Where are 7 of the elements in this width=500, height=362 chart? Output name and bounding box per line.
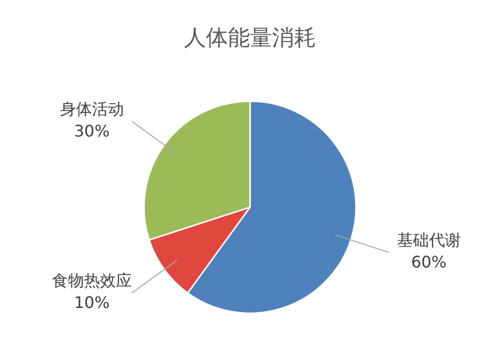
data-label: 10% [74,293,110,312]
data-label: 60% [411,252,447,272]
slice-label: 身体活动 [60,100,124,119]
chart-title: 人体能量消耗 [184,26,316,51]
data-label: 30% [74,122,110,141]
slice-label: 基础代谢 [396,230,461,250]
slice-label: 食物热效应 [52,271,132,290]
